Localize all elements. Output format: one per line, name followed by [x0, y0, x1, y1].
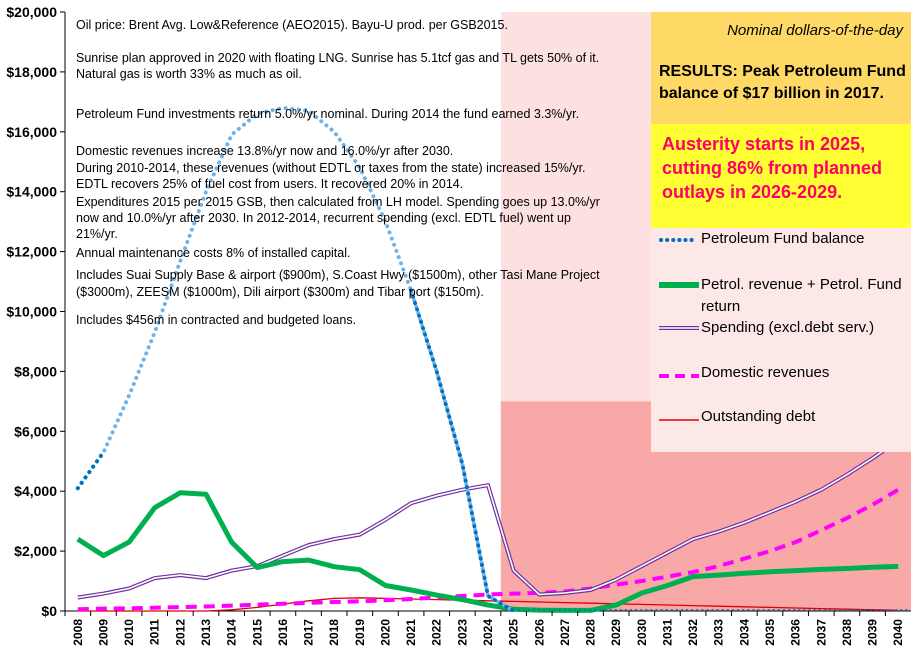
legend-swatch-debt	[659, 419, 699, 421]
x-tick-label: 2027	[558, 619, 572, 646]
legend: Petroleum Fund balance Petrol. revenue +…	[651, 228, 911, 452]
series-spending-inner	[77, 439, 899, 599]
note-expenditures-1: Expenditures 2015 per 2015 GSB, then cal…	[76, 195, 600, 209]
note-sunrise-plan: Sunrise plan approved in 2020 with float…	[76, 51, 600, 65]
note-projects-2: ($3000m), ZEESM ($1000m), Dili airport (…	[76, 285, 484, 299]
note-domestic-growth: Domestic revenues increase 13.8%/yr now …	[76, 144, 454, 158]
series-fund-balance-decline	[409, 288, 516, 613]
legend-swatch-domestic	[659, 374, 699, 378]
header-label: Nominal dollars-of-the-day	[727, 22, 903, 39]
x-tick-label: 2035	[763, 619, 777, 646]
y-tick-label: $14,000	[6, 184, 57, 200]
x-tick-label: 2039	[866, 619, 880, 646]
note-expenditures-3: 21%/yr.	[76, 227, 118, 241]
x-tick-label: 2029	[609, 619, 623, 646]
x-tick-label: 2025	[507, 619, 521, 646]
y-tick-label: $2,000	[14, 543, 57, 559]
x-tick-label: 2026	[532, 619, 546, 646]
y-tick-label: $20,000	[6, 4, 57, 20]
x-tick-label: 2023	[455, 619, 469, 646]
legend-swatch-petrol-revenue	[659, 282, 699, 288]
x-tick-label: 2020	[378, 619, 392, 646]
x-tick-label: 2036	[789, 619, 803, 646]
x-tick-label: 2012	[173, 619, 187, 646]
legend-label-domestic: Domestic revenues	[701, 364, 830, 381]
note-loans: Includes $456m in contracted and budgete…	[76, 313, 357, 327]
note-expenditures-2: now and 10.0%/yr after 2030. In 2012-201…	[76, 211, 571, 225]
x-tick-label: 2015	[250, 619, 264, 646]
austerity-box: Austerity starts in 2025, cutting 86% fr…	[651, 124, 911, 228]
y-tick-label: $18,000	[6, 64, 57, 80]
x-tick-label: 2013	[199, 619, 213, 646]
x-tick-label: 2019	[353, 619, 367, 646]
x-tick-label: 2010	[122, 619, 136, 646]
x-tick-label: 2011	[148, 619, 162, 645]
y-tick-label: $0	[41, 603, 57, 619]
y-tick-label: $8,000	[14, 363, 57, 379]
legend-label-debt: Outstanding debt	[701, 408, 816, 425]
legend-label-fund-balance: Petroleum Fund balance	[701, 230, 865, 247]
y-tick-label: $12,000	[6, 244, 57, 260]
note-fund-return: Petroleum Fund investments return 5.0%/y…	[76, 107, 580, 121]
note-edtl: EDTL recovers 25% of fuel cost from user…	[76, 177, 464, 191]
legend-swatch-spending	[659, 326, 699, 330]
y-tick-label: $10,000	[6, 304, 57, 320]
results-box: Nominal dollars-of-the-day RESULTS: Peak…	[651, 12, 911, 124]
results-text: RESULTS: Peak Petroleum Fund balance of …	[659, 63, 906, 102]
x-tick-label: 2032	[686, 619, 700, 646]
series-outstanding-debt	[77, 597, 899, 612]
legend-label-petrol-revenue: Petrol. revenue + Petrol. Fund return	[701, 276, 902, 315]
y-tick-label: $16,000	[6, 124, 57, 140]
x-tick-label: 2024	[481, 619, 495, 646]
y-tick-label: $4,000	[14, 483, 57, 499]
x-tick-label: 2018	[327, 619, 341, 646]
x-tick-label: 2009	[96, 619, 110, 646]
x-tick-label: 2034	[737, 619, 751, 646]
x-tick-label: 2030	[635, 619, 649, 646]
y-tick-label: $6,000	[14, 423, 57, 439]
x-tick-label: 2014	[225, 619, 239, 646]
legend-label-spending: Spending (excl.debt serv.)	[701, 319, 875, 336]
x-tick-label: 2040	[891, 619, 905, 646]
note-oil-price: Oil price: Brent Avg. Low&Reference (AEO…	[76, 18, 508, 32]
x-tick-label: 2008	[71, 619, 85, 646]
x-tick-label: 2017	[302, 619, 316, 646]
austerity-text: Austerity starts in 2025, cutting 86% fr…	[662, 134, 883, 202]
x-tick-label: 2016	[276, 619, 290, 646]
x-tick-label: 2022	[430, 619, 444, 646]
x-tick-label: 2037	[814, 619, 828, 646]
x-tick-label: 2028	[584, 619, 598, 646]
legend-swatch-fund-balance	[659, 238, 699, 242]
x-tick-label: 2038	[840, 619, 854, 646]
note-domestic-history: During 2010-2014, these revenues (withou…	[76, 161, 586, 175]
x-tick-label: 2021	[404, 619, 418, 646]
series-petrol-revenue	[76, 490, 899, 613]
series-fund-balance	[75, 105, 516, 613]
x-tick-label: 2031	[660, 619, 674, 646]
x-tick-label: 2033	[712, 619, 726, 646]
note-maintenance: Annual maintenance costs 8% of installed…	[76, 246, 351, 260]
series-fund-balance-start	[75, 450, 106, 491]
note-gas-value: Natural gas is worth 33% as much as oil.	[76, 67, 302, 81]
series-domestic-revenues	[77, 487, 900, 612]
note-projects-1: Includes Suai Supply Base & airport ($90…	[76, 268, 600, 282]
